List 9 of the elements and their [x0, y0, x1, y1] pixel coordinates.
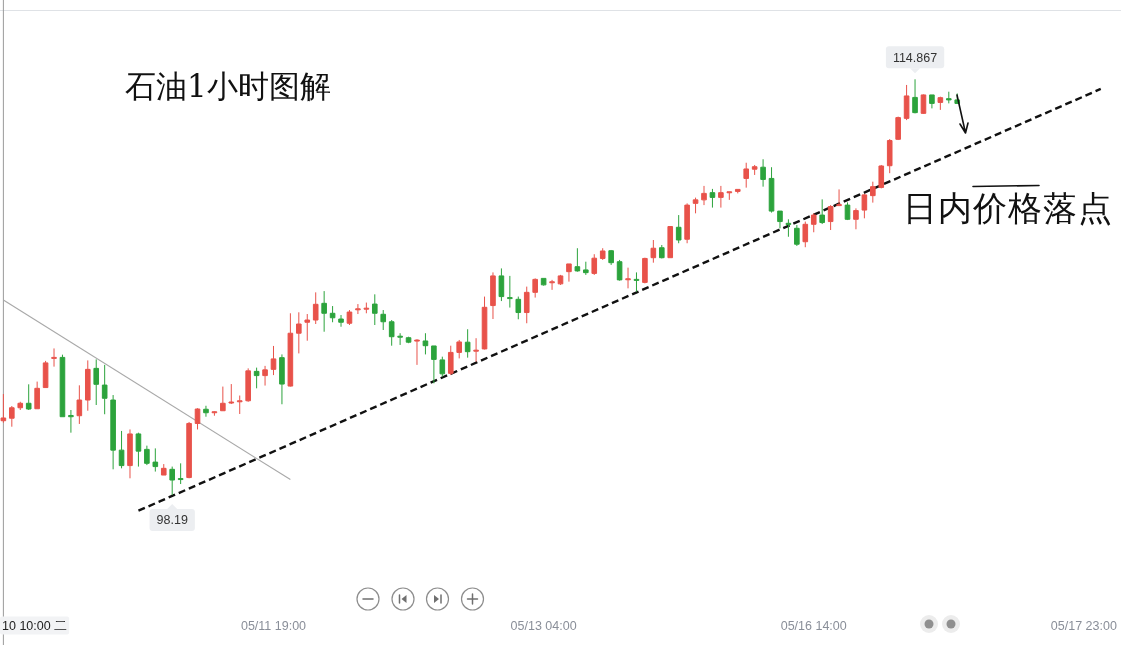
x-tick-label: 05/11 19:00	[240, 618, 307, 633]
crosshair-label: 10 10:00 二	[0, 616, 70, 635]
title: 石油1小时图解	[125, 68, 331, 104]
x-tick-label: 05/13 04:00	[510, 618, 577, 633]
annotation: 98.19	[156, 513, 188, 528]
x-tick-label: 05/16 14:00	[780, 618, 847, 633]
x-tick-label: 05/17 23:00	[1050, 618, 1117, 633]
annotation: 114.867	[892, 50, 938, 65]
note: 日内价格落点	[903, 188, 1113, 228]
